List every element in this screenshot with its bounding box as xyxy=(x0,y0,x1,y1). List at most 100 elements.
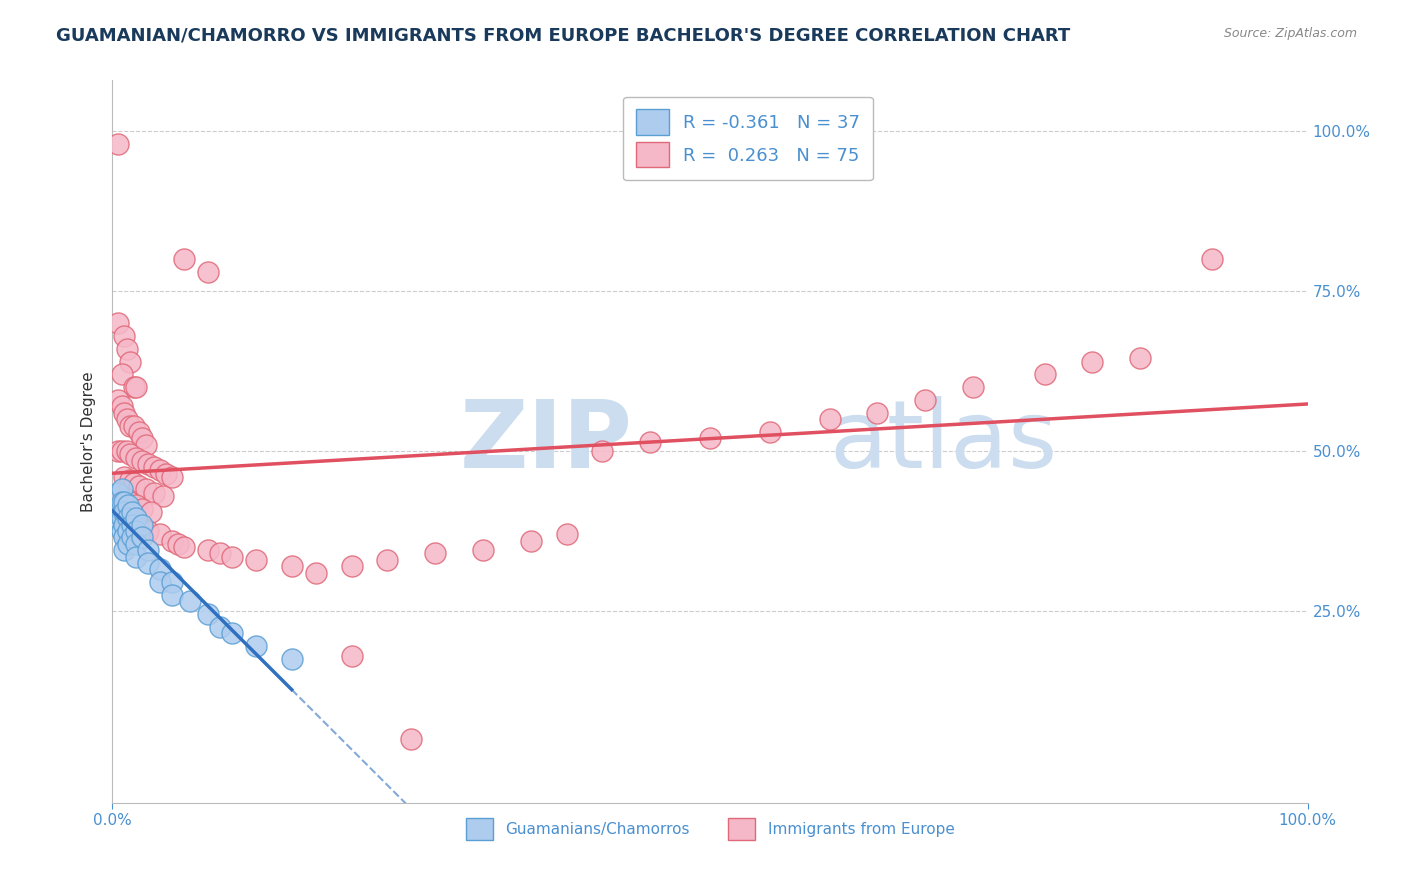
Point xyxy=(114,406,135,420)
Point xyxy=(125,524,148,538)
Point xyxy=(197,265,219,279)
Point xyxy=(281,652,304,666)
Point xyxy=(115,444,138,458)
Point xyxy=(114,495,135,509)
Point xyxy=(114,543,135,558)
Point xyxy=(1033,368,1056,382)
Point xyxy=(245,553,267,567)
Point xyxy=(107,511,129,525)
Point xyxy=(121,531,143,545)
Y-axis label: Bachelor's Degree: Bachelor's Degree xyxy=(80,371,96,512)
Point xyxy=(401,731,423,746)
Point xyxy=(173,252,195,267)
Point xyxy=(111,524,134,538)
Point xyxy=(179,594,201,608)
Point xyxy=(592,444,614,458)
Point xyxy=(162,469,183,483)
Point xyxy=(128,479,150,493)
Point xyxy=(111,489,134,503)
Point xyxy=(117,511,139,525)
Point xyxy=(131,517,153,532)
Point xyxy=(155,467,177,481)
Point xyxy=(131,531,153,545)
Point xyxy=(131,431,153,445)
Point xyxy=(107,444,129,458)
Text: atlas: atlas xyxy=(830,395,1057,488)
Point xyxy=(115,492,138,507)
Point xyxy=(245,639,267,653)
Point xyxy=(117,524,139,538)
Point xyxy=(114,329,135,343)
Point xyxy=(114,469,135,483)
Point xyxy=(122,515,145,529)
Point xyxy=(340,648,363,663)
Text: Source: ZipAtlas.com: Source: ZipAtlas.com xyxy=(1223,27,1357,40)
Point xyxy=(114,531,135,545)
Point xyxy=(117,499,139,513)
Text: ZIP: ZIP xyxy=(460,395,633,488)
Point xyxy=(149,575,172,590)
Point xyxy=(125,380,148,394)
Point xyxy=(138,457,160,471)
Point xyxy=(121,517,143,532)
Point xyxy=(143,460,166,475)
Point xyxy=(111,511,134,525)
Point xyxy=(555,527,578,541)
Point xyxy=(111,444,134,458)
Point xyxy=(125,450,148,465)
Point xyxy=(107,485,129,500)
Point xyxy=(162,533,183,548)
Point xyxy=(162,588,183,602)
Point xyxy=(114,517,135,532)
Point xyxy=(107,392,129,407)
Point xyxy=(107,137,129,152)
Point xyxy=(120,418,142,433)
Point xyxy=(305,566,328,580)
Point xyxy=(122,380,145,394)
Point xyxy=(138,556,160,570)
Point xyxy=(125,537,148,551)
Point xyxy=(472,543,495,558)
Point xyxy=(120,354,142,368)
Point xyxy=(197,543,219,558)
Point xyxy=(115,511,138,525)
Point xyxy=(120,495,142,509)
Point xyxy=(131,454,153,468)
Point xyxy=(131,521,153,535)
Point xyxy=(340,559,363,574)
Point xyxy=(149,562,172,576)
Point xyxy=(111,368,134,382)
Point xyxy=(281,559,304,574)
Point xyxy=(759,425,782,439)
Point xyxy=(128,425,150,439)
Point xyxy=(120,447,142,461)
Point xyxy=(143,485,166,500)
Text: GUAMANIAN/CHAMORRO VS IMMIGRANTS FROM EUROPE BACHELOR'S DEGREE CORRELATION CHART: GUAMANIAN/CHAMORRO VS IMMIGRANTS FROM EU… xyxy=(56,27,1070,45)
Legend: Guamanians/Chamorros, Immigrants from Europe: Guamanians/Chamorros, Immigrants from Eu… xyxy=(460,812,960,846)
Point xyxy=(135,483,157,497)
Point xyxy=(117,537,139,551)
Point xyxy=(107,501,129,516)
Point xyxy=(131,501,153,516)
Point xyxy=(173,540,195,554)
Point xyxy=(1201,252,1223,267)
Point xyxy=(111,508,134,522)
Point xyxy=(149,527,172,541)
Point xyxy=(818,412,841,426)
Point xyxy=(111,483,134,497)
Point xyxy=(125,549,148,564)
Point xyxy=(111,495,134,509)
Point xyxy=(209,620,232,634)
Point xyxy=(221,626,243,640)
Point xyxy=(120,473,142,487)
Point xyxy=(1129,351,1152,366)
Point xyxy=(135,438,157,452)
Point xyxy=(111,400,134,414)
Point xyxy=(122,476,145,491)
Point xyxy=(866,406,889,420)
Point xyxy=(962,380,984,394)
Point xyxy=(209,546,232,560)
Point xyxy=(377,553,399,567)
Point xyxy=(520,533,543,548)
Point xyxy=(121,505,143,519)
